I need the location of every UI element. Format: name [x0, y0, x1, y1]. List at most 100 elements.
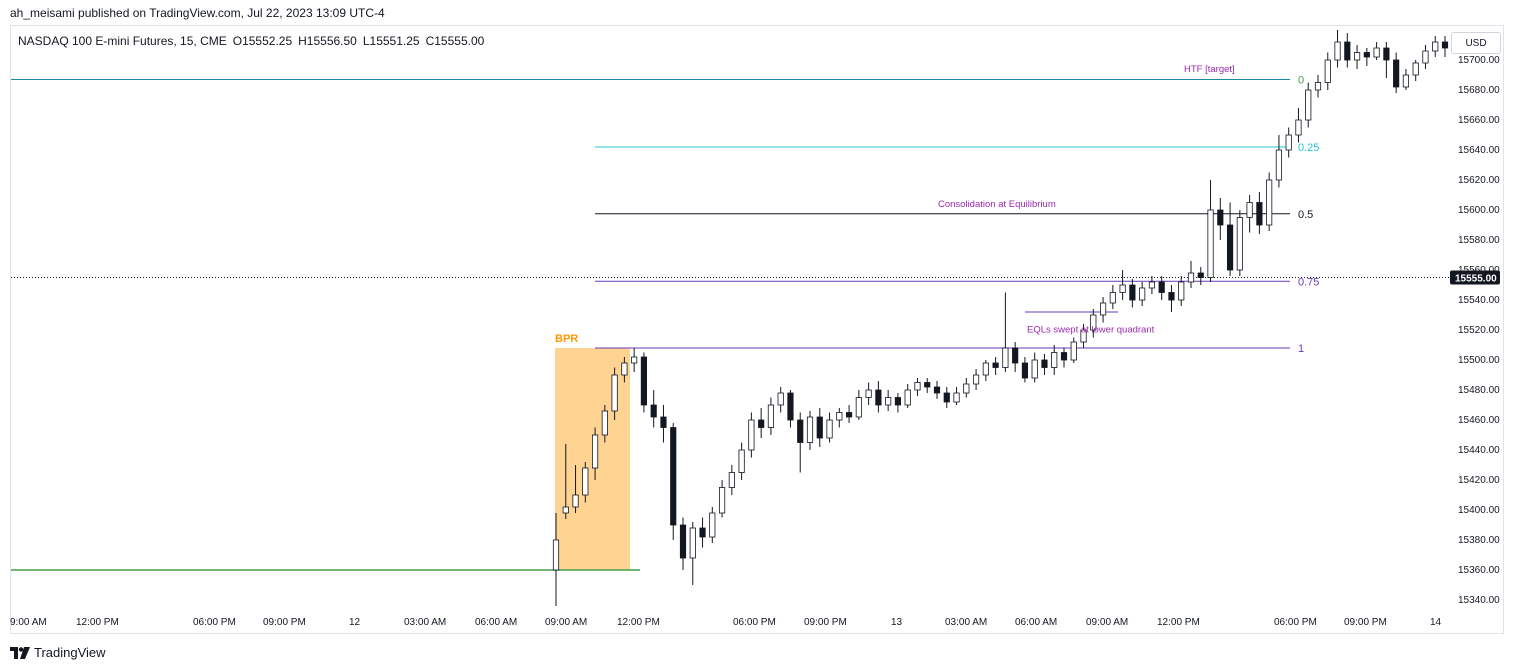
- candle-body: [1393, 59, 1400, 88]
- candle-body: [894, 397, 902, 406]
- price-tick: 15500.00: [1458, 355, 1500, 366]
- candle-body: [1412, 62, 1419, 76]
- candle: [562, 444, 569, 519]
- candle-body: [660, 416, 667, 428]
- candle: [611, 367, 618, 420]
- candle-body: [885, 397, 892, 406]
- current-price-label: 15555.00: [1455, 274, 1497, 285]
- candle-body: [1168, 292, 1175, 301]
- candle: [806, 411, 814, 450]
- price-tick: 15600.00: [1458, 205, 1500, 216]
- candle: [1373, 42, 1380, 60]
- ohlc-high: H15556.50: [298, 34, 357, 48]
- candle: [953, 387, 960, 405]
- candle-body: [650, 404, 657, 418]
- candle-body: [1002, 347, 1009, 368]
- candle-body: [758, 419, 765, 428]
- candle: [738, 442, 745, 480]
- candle: [1432, 36, 1439, 57]
- price-tick: 15700.00: [1458, 55, 1500, 66]
- tradingview-brand[interactable]: TradingView: [10, 645, 106, 660]
- candle-body: [1178, 281, 1185, 301]
- candle: [943, 387, 950, 408]
- candle-body: [582, 467, 589, 496]
- price-tick: 15520.00: [1458, 325, 1500, 336]
- candle: [875, 381, 882, 413]
- candle-body: [953, 392, 960, 403]
- chart-frame[interactable]: [10, 25, 1504, 634]
- candle-body: [1383, 47, 1390, 61]
- candle: [1383, 42, 1390, 78]
- candle: [963, 378, 970, 398]
- candle-body: [1207, 209, 1214, 278]
- candle-body: [718, 487, 726, 514]
- candle-body: [1334, 41, 1341, 61]
- candle: [1178, 276, 1185, 306]
- candles-layer: [552, 30, 1449, 606]
- fib-label-0: 0: [1298, 75, 1304, 87]
- candle-body: [806, 416, 814, 443]
- candle: [1353, 45, 1361, 69]
- candle: [1275, 135, 1283, 188]
- candle-body: [767, 404, 775, 428]
- candle-body: [933, 386, 941, 394]
- symbol-name: NASDAQ 100 E-mini Futures, 15, CME: [18, 34, 227, 48]
- candle: [845, 405, 853, 423]
- candle-body: [1031, 359, 1038, 379]
- price-tick: 15380.00: [1458, 535, 1500, 546]
- candle-body: [826, 419, 833, 439]
- price-tick: 15640.00: [1458, 145, 1500, 156]
- candle: [1207, 180, 1214, 282]
- ohlc-close: C15555.00: [425, 34, 485, 48]
- time-tick: 13: [891, 617, 903, 628]
- candle: [1393, 52, 1400, 93]
- candle-body: [1373, 47, 1380, 58]
- candle-body: [787, 392, 794, 421]
- candle-body: [738, 449, 745, 473]
- fib-label-0-5: 0.5: [1298, 209, 1313, 221]
- candle: [572, 465, 579, 513]
- price-tick: 15660.00: [1458, 115, 1500, 126]
- candle: [1236, 210, 1243, 276]
- candle: [1295, 108, 1302, 143]
- candle: [1217, 198, 1224, 240]
- candle-body: [963, 383, 970, 394]
- time-tick: 09:00 AM: [545, 617, 587, 628]
- candle-body: [552, 539, 560, 571]
- candle-body: [601, 410, 608, 436]
- time-tick: 12:00 PM: [1157, 617, 1200, 628]
- candle: [601, 405, 608, 443]
- candle-body: [1353, 52, 1361, 61]
- candle: [689, 522, 696, 585]
- candle: [904, 384, 911, 408]
- candle-body: [1148, 281, 1156, 289]
- fib-label-0-25: 0.25: [1298, 142, 1319, 154]
- candle-body: [1197, 272, 1204, 278]
- candle-body: [1080, 329, 1087, 343]
- candle-body: [611, 374, 618, 412]
- candle: [797, 412, 804, 473]
- candle-body: [904, 389, 911, 406]
- candle-body: [1344, 41, 1351, 61]
- time-tick: 06:00 AM: [1015, 617, 1057, 628]
- annotation-2: Consolidation at Equilibrium: [938, 199, 1056, 210]
- candle: [1051, 345, 1058, 375]
- candle-body: [728, 472, 735, 488]
- candle-body: [1324, 59, 1331, 83]
- candle-body: [875, 389, 882, 406]
- time-tick: 12: [349, 617, 361, 628]
- candle: [1187, 261, 1195, 288]
- candle: [1324, 52, 1331, 90]
- candle-body: [1012, 347, 1019, 364]
- currency-selector[interactable]: USD: [1451, 32, 1501, 54]
- candle: [621, 357, 628, 383]
- candle: [650, 390, 657, 428]
- candle: [1099, 297, 1107, 323]
- candle: [591, 427, 599, 480]
- candle-body: [1363, 52, 1370, 58]
- candle: [1314, 75, 1322, 98]
- candle: [1422, 45, 1429, 69]
- candle-body: [836, 412, 843, 421]
- candle-body: [631, 356, 638, 364]
